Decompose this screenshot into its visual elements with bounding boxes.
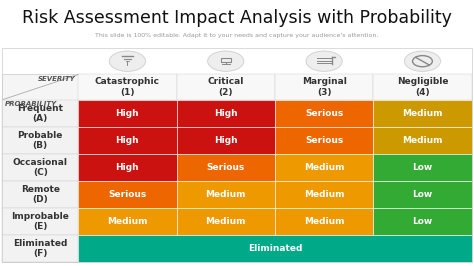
- Text: Remote
(D): Remote (D): [21, 185, 60, 204]
- FancyBboxPatch shape: [78, 208, 176, 235]
- Text: Medium: Medium: [107, 217, 147, 226]
- Text: Risk Assessment Impact Analysis with Probability: Risk Assessment Impact Analysis with Pro…: [22, 9, 452, 27]
- Text: Medium: Medium: [402, 136, 443, 145]
- Text: High: High: [116, 109, 139, 118]
- FancyBboxPatch shape: [373, 154, 472, 181]
- Text: Eliminated: Eliminated: [248, 244, 302, 253]
- Text: High: High: [116, 136, 139, 145]
- Text: Serious: Serious: [305, 136, 343, 145]
- Text: Serious: Serious: [207, 163, 245, 172]
- Text: Medium: Medium: [206, 190, 246, 199]
- FancyBboxPatch shape: [2, 74, 78, 262]
- FancyBboxPatch shape: [78, 235, 472, 262]
- FancyBboxPatch shape: [275, 100, 373, 127]
- Text: This slide is 100% editable. Adapt it to your needs and capture your audience's : This slide is 100% editable. Adapt it to…: [95, 33, 379, 38]
- FancyBboxPatch shape: [373, 100, 472, 127]
- Text: High: High: [214, 136, 237, 145]
- FancyBboxPatch shape: [373, 181, 472, 208]
- Text: Eliminated
(F): Eliminated (F): [13, 239, 67, 258]
- Text: Medium: Medium: [304, 190, 344, 199]
- Circle shape: [404, 51, 440, 71]
- FancyBboxPatch shape: [275, 74, 373, 100]
- FancyBboxPatch shape: [176, 154, 275, 181]
- Text: Frequent
(A): Frequent (A): [17, 103, 64, 123]
- Text: Serious: Serious: [108, 190, 146, 199]
- Text: Serious: Serious: [305, 109, 343, 118]
- Text: Low: Low: [412, 217, 433, 226]
- Text: Probable
(B): Probable (B): [18, 131, 63, 150]
- FancyBboxPatch shape: [2, 181, 78, 208]
- Text: SEVERITY: SEVERITY: [38, 76, 76, 82]
- Text: Catastrophic
(1): Catastrophic (1): [95, 77, 160, 97]
- Text: Medium: Medium: [304, 217, 344, 226]
- Circle shape: [109, 51, 146, 71]
- Text: High: High: [116, 163, 139, 172]
- FancyBboxPatch shape: [176, 127, 275, 154]
- FancyBboxPatch shape: [176, 208, 275, 235]
- FancyBboxPatch shape: [275, 154, 373, 181]
- FancyBboxPatch shape: [373, 208, 472, 235]
- FancyBboxPatch shape: [176, 74, 275, 100]
- FancyBboxPatch shape: [2, 208, 78, 235]
- FancyBboxPatch shape: [2, 127, 78, 154]
- Text: High: High: [214, 109, 237, 118]
- FancyBboxPatch shape: [78, 154, 176, 181]
- Text: Negligible
(4): Negligible (4): [397, 77, 448, 97]
- FancyBboxPatch shape: [2, 100, 78, 127]
- FancyBboxPatch shape: [373, 127, 472, 154]
- FancyBboxPatch shape: [176, 100, 275, 127]
- FancyBboxPatch shape: [275, 208, 373, 235]
- Text: Medium: Medium: [206, 217, 246, 226]
- FancyBboxPatch shape: [176, 181, 275, 208]
- Text: Low: Low: [412, 163, 433, 172]
- FancyBboxPatch shape: [275, 127, 373, 154]
- Text: Low: Low: [412, 190, 433, 199]
- Text: Critical
(2): Critical (2): [208, 77, 244, 97]
- FancyBboxPatch shape: [78, 181, 176, 208]
- FancyBboxPatch shape: [78, 127, 176, 154]
- FancyBboxPatch shape: [275, 181, 373, 208]
- FancyBboxPatch shape: [2, 235, 78, 262]
- Text: Medium: Medium: [304, 163, 344, 172]
- FancyBboxPatch shape: [2, 154, 78, 181]
- FancyBboxPatch shape: [373, 74, 472, 100]
- Text: PROBABILITY: PROBABILITY: [5, 101, 57, 107]
- Circle shape: [208, 51, 244, 71]
- FancyBboxPatch shape: [78, 100, 176, 127]
- Text: Medium: Medium: [402, 109, 443, 118]
- Text: Occasional
(C): Occasional (C): [13, 158, 68, 177]
- Circle shape: [306, 51, 342, 71]
- Text: Improbable
(E): Improbable (E): [11, 212, 69, 231]
- FancyBboxPatch shape: [78, 74, 176, 100]
- Text: Marginal
(3): Marginal (3): [301, 77, 346, 97]
